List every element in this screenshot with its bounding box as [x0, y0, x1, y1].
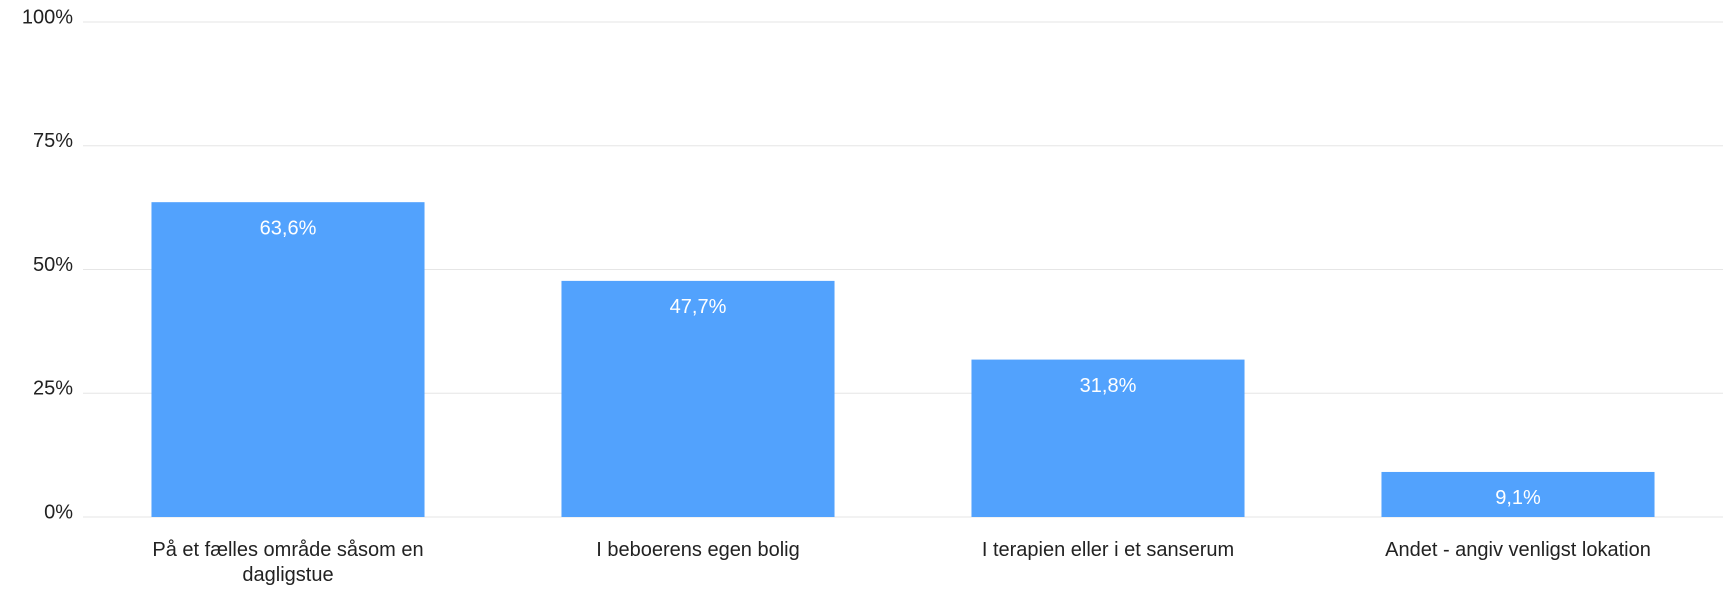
- x-tick-label: I terapien eller i et sanserum: [981, 539, 1235, 561]
- y-tick-label: 0%: [44, 501, 73, 523]
- y-tick-label: 50%: [33, 254, 73, 276]
- value-label: 63,6%: [260, 217, 317, 239]
- x-tick-label: På et fælles område såsom en dagligstue: [152, 539, 424, 586]
- value-label: 31,8%: [1080, 375, 1137, 397]
- bar: [971, 359, 1245, 517]
- y-tick-label: 25%: [33, 378, 73, 400]
- value-label: 9,1%: [1495, 487, 1541, 509]
- y-tick-label: 100%: [22, 6, 73, 28]
- x-tick-label: Andet - angiv venligst lokation: [1385, 539, 1651, 561]
- bar: [561, 280, 835, 517]
- x-tick-label: I beboerens egen bolig: [596, 539, 800, 561]
- bar: [1381, 471, 1655, 517]
- bar: [151, 202, 425, 517]
- y-tick-label: 75%: [33, 130, 73, 152]
- value-label: 47,7%: [670, 296, 727, 318]
